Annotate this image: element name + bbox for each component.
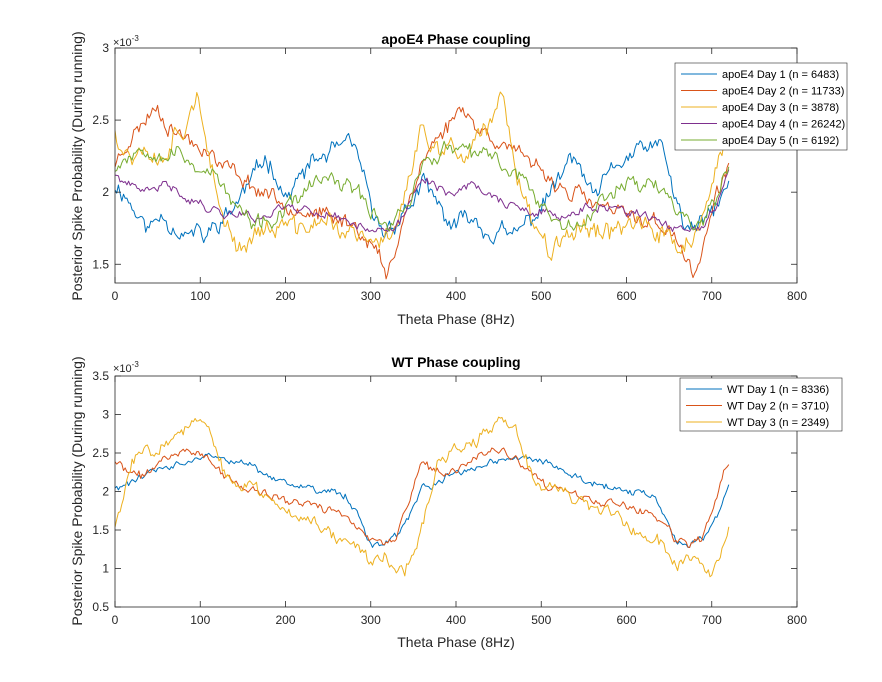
wt-series-line-1 bbox=[115, 452, 730, 548]
wt-x-axis-label: Theta Phase (8Hz) bbox=[397, 634, 515, 650]
apoe4-y-tick-label: 2.5 bbox=[92, 113, 109, 127]
apoe4-x-tick-label: 700 bbox=[702, 289, 722, 303]
apoe4-legend-label-3: apoE4 Day 3 (n = 3878) bbox=[722, 102, 839, 114]
apoe4-x-tick-label: 800 bbox=[787, 289, 807, 303]
wt-y-tick-label: 0.5 bbox=[92, 600, 109, 614]
apoe4-chart-title: apoE4 Phase coupling bbox=[381, 31, 530, 47]
wt-y-tick-label: 1 bbox=[102, 562, 109, 576]
wt-y-exponent-power: -3 bbox=[132, 360, 140, 369]
apoe4-x-tick-label: 300 bbox=[361, 289, 381, 303]
wt-x-tick-label: 800 bbox=[787, 613, 807, 627]
wt-x-tick-label: 0 bbox=[112, 613, 119, 627]
apoe4-y-exponent-power: -3 bbox=[132, 34, 140, 43]
wt-legend-label-3: WT Day 3 (n = 2349) bbox=[727, 417, 829, 429]
wt-y-exponent: ×10-3 bbox=[113, 360, 139, 375]
wt-x-tick-label: 700 bbox=[702, 613, 722, 627]
wt-x-tick-label: 600 bbox=[616, 613, 636, 627]
wt-legend: WT Day 1 (n = 8336) WT Day 2 (n = 3710) WT… bbox=[679, 377, 843, 432]
apoe4-legend-label-2: apoE4 Day 2 (n = 11733) bbox=[722, 86, 844, 98]
wt-legend-label-1: WT Day 1 (n = 8336) bbox=[727, 384, 829, 396]
apoe4-series-group bbox=[115, 91, 730, 280]
wt-series-line-2 bbox=[115, 447, 730, 548]
wt-chart-title: WT Phase coupling bbox=[391, 354, 520, 370]
wt-y-tick-label: 3.5 bbox=[92, 369, 109, 383]
apoe4-x-axis-label: Theta Phase (8Hz) bbox=[397, 311, 515, 327]
apoe4-x-tick-label: 500 bbox=[531, 289, 551, 303]
wt-series-group bbox=[115, 416, 730, 578]
apoe4-legend-label-1: apoE4 Day 1 (n = 6483) bbox=[722, 69, 839, 81]
apoe4-y-tick-label: 2 bbox=[102, 185, 109, 199]
apoe4-series-line-5 bbox=[115, 140, 730, 232]
wt-x-tick-label: 100 bbox=[190, 613, 210, 627]
apoe4-series-line-3 bbox=[115, 91, 730, 261]
wt-y-exponent-base: ×10 bbox=[113, 363, 132, 375]
wt-legend-label-2: WT Day 2 (n = 3710) bbox=[727, 401, 829, 413]
wt-x-tick-label: 300 bbox=[361, 613, 381, 627]
apoe4-x-tick-label: 600 bbox=[616, 289, 636, 303]
apoe4-y-exponent-base: ×10 bbox=[113, 37, 132, 49]
wt-y-tick-label: 2 bbox=[102, 485, 109, 499]
apoe4-chart: 0 100 200 300 400 500 600 700 800 1.5 2 2.5 3 apoE4… bbox=[69, 31, 848, 327]
apoe4-series-line-2 bbox=[115, 104, 730, 280]
wt-x-tick-label: 500 bbox=[531, 613, 551, 627]
wt-y-axis-label: Posterior Spike Probability (During runn… bbox=[69, 356, 85, 625]
wt-x-tick-label: 200 bbox=[275, 613, 295, 627]
wt-y-tick-label: 1.5 bbox=[92, 523, 109, 537]
wt-chart: 0 100 200 300 400 500 600 700 800 0.5 1 1.5 2 2.5 3 3.… bbox=[69, 354, 843, 650]
apoe4-y-tick-label: 3 bbox=[102, 41, 109, 55]
apoe4-x-tick-label: 0 bbox=[112, 289, 119, 303]
apoe4-series-line-1 bbox=[115, 133, 730, 245]
apoe4-legend-label-4: apoE4 Day 4 (n = 26242) bbox=[722, 119, 845, 131]
wt-x-ticks: 0 100 200 300 400 500 600 700 800 bbox=[112, 376, 807, 627]
wt-x-tick-label: 400 bbox=[446, 613, 466, 627]
apoe4-legend-label-5: apoE4 Day 5 (n = 6192) bbox=[722, 135, 839, 147]
apoe4-y-tick-label: 1.5 bbox=[92, 257, 109, 271]
wt-series-line-3 bbox=[115, 416, 730, 578]
wt-y-tick-label: 3 bbox=[102, 408, 109, 422]
apoe4-legend: apoE4 Day 1 (n = 6483) apoE4 Day 2 (n = 1… bbox=[674, 62, 848, 151]
wt-y-tick-label: 2.5 bbox=[92, 446, 109, 460]
apoe4-x-tick-label: 100 bbox=[190, 289, 210, 303]
apoe4-y-axis-label: Posterior Spike Probability (During runn… bbox=[69, 31, 85, 300]
apoe4-x-tick-label: 200 bbox=[275, 289, 295, 303]
apoe4-y-ticks: 1.5 2 2.5 3 bbox=[92, 41, 797, 271]
apoe4-series-line-4 bbox=[115, 169, 730, 233]
apoe4-y-exponent: ×10-3 bbox=[113, 34, 139, 49]
apoe4-x-tick-label: 400 bbox=[446, 289, 466, 303]
apoe4-x-ticks: 0 100 200 300 400 500 600 700 800 bbox=[112, 48, 807, 303]
